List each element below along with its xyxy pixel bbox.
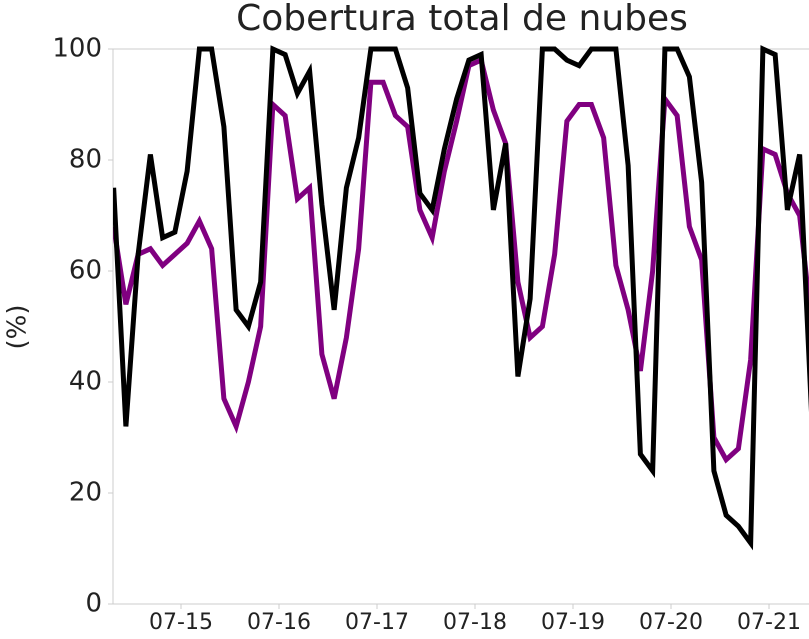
x-tick-label: 07-19 [541,610,605,635]
x-tick-label: 07-17 [345,610,409,635]
y-tick-label: 80 [69,145,102,175]
y-tick-label: 60 [69,256,102,286]
chart-title: Cobertura total de nubes [236,0,688,39]
series-line [113,45,809,551]
y-tick-label: 100 [52,34,102,64]
x-tick-label: 07-21 [737,610,801,635]
y-tick-label: 20 [69,478,102,508]
y-tick-label: 40 [69,367,102,397]
x-tick-label: 07-20 [639,610,703,635]
x-tick-label: 07-15 [149,610,213,635]
y-tick-label: 0 [85,589,102,619]
x-tick-label: 07-16 [247,610,311,635]
series-line [113,56,809,464]
plot-area [113,45,809,551]
y-axis-label: (%) [3,305,33,350]
x-tick-label: 07-18 [443,610,507,635]
